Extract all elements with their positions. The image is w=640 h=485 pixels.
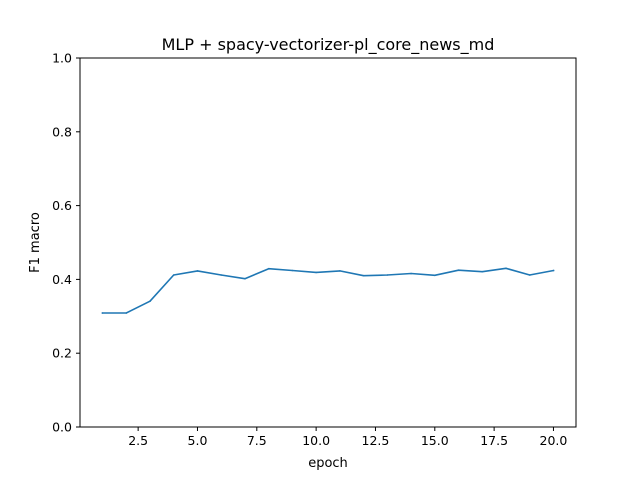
data-point (172, 274, 175, 276)
data-point (552, 269, 555, 272)
chart-title: MLP + spacy-vectorizer-pl_core_news_md (162, 35, 495, 55)
data-point (434, 274, 436, 277)
data-point (457, 269, 460, 272)
data-point (315, 271, 317, 274)
x-tick-label: 20.0 (540, 433, 568, 448)
y-tick-label: 0.8 (52, 124, 72, 139)
data-point (196, 270, 199, 272)
data-point (125, 312, 128, 314)
x-tick-label: 12.5 (362, 433, 390, 448)
data-point (149, 300, 151, 303)
y-axis-ticks: 0.0 0.2 0.4 0.6 0.8 1.0 (52, 51, 80, 435)
plot-frame (79, 57, 577, 428)
series-line (101, 267, 555, 314)
y-tick-label: 0.2 (52, 346, 72, 361)
data-point (386, 274, 389, 276)
data-point (291, 269, 294, 272)
data-point (505, 267, 507, 270)
data-point (267, 267, 270, 270)
data-point (528, 274, 531, 276)
data-point (101, 312, 104, 314)
x-axis-ticks: 2.5 5.0 7.5 10.0 12.5 15.0 17.5 20.0 (128, 427, 567, 448)
x-tick-label: 10.0 (302, 433, 330, 448)
data-point (244, 277, 246, 280)
x-tick-label: 5.0 (188, 433, 208, 448)
x-tick-label: 7.5 (247, 433, 267, 448)
data-point (362, 274, 365, 277)
data-point (339, 270, 341, 272)
x-tick-label: 15.0 (421, 433, 449, 448)
data-layer (101, 267, 555, 314)
y-axis-label: F1 macro (28, 212, 43, 273)
data-point (481, 270, 484, 273)
y-tick-label: 1.0 (52, 51, 72, 66)
data-point (220, 274, 222, 276)
data-point (410, 272, 412, 275)
x-axis-label: epoch (308, 456, 348, 471)
x-tick-label: 2.5 (128, 433, 148, 448)
y-tick-label: 0.4 (52, 272, 72, 287)
y-tick-label: 0.6 (52, 198, 72, 213)
x-tick-label: 17.5 (480, 433, 508, 448)
y-tick-label: 0.0 (52, 420, 72, 435)
